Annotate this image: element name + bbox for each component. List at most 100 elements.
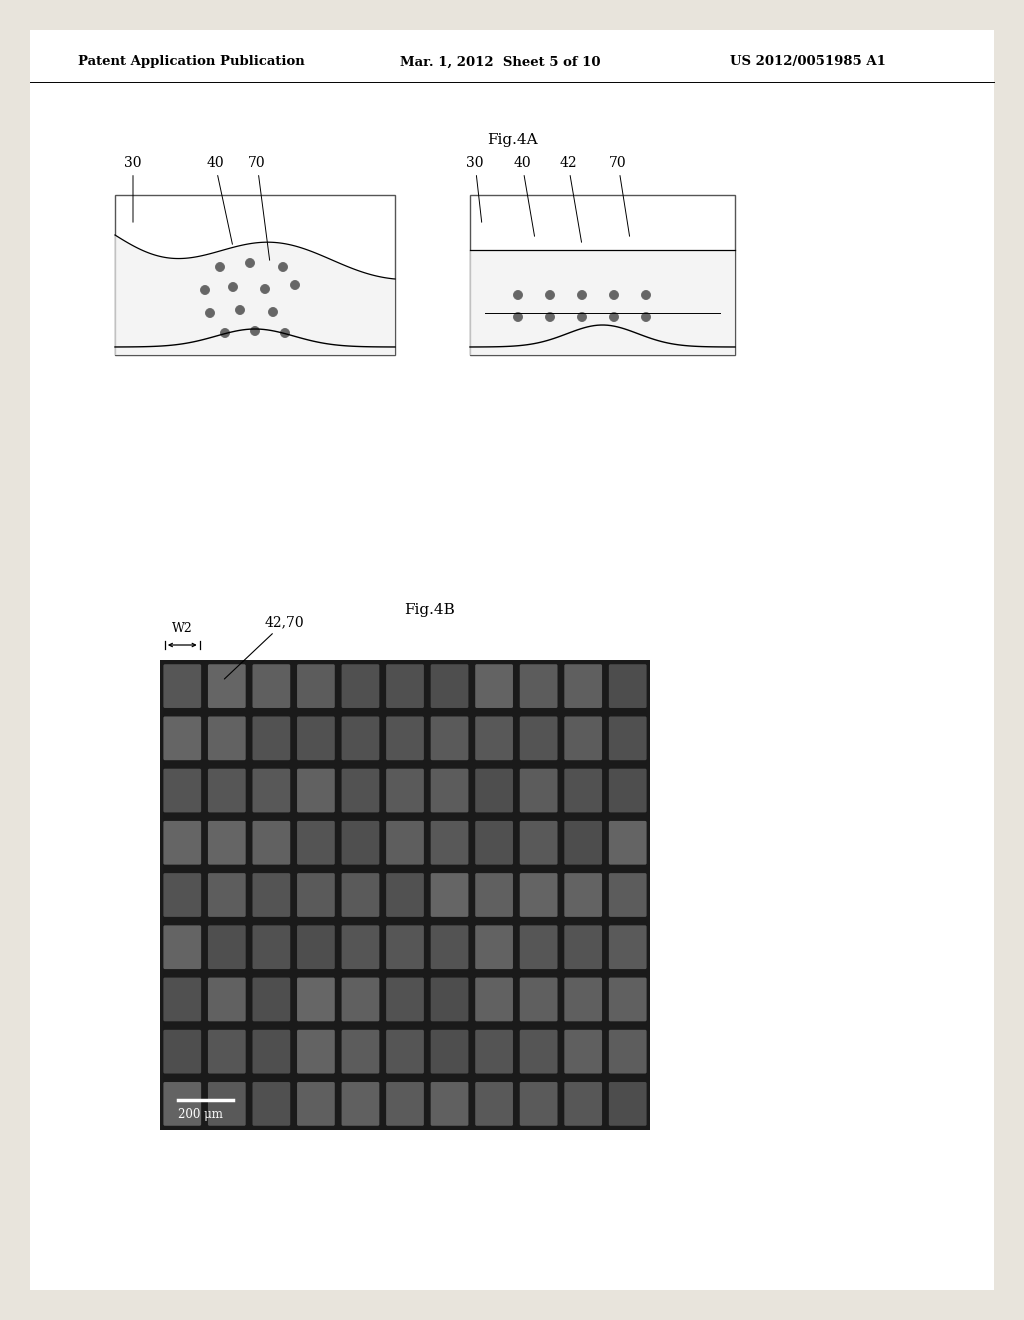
FancyBboxPatch shape <box>386 664 424 708</box>
Circle shape <box>513 290 522 300</box>
FancyBboxPatch shape <box>475 925 513 969</box>
FancyBboxPatch shape <box>475 873 513 917</box>
Text: 40: 40 <box>206 156 232 244</box>
Circle shape <box>291 281 299 289</box>
FancyBboxPatch shape <box>342 821 379 865</box>
FancyBboxPatch shape <box>431 768 468 812</box>
FancyBboxPatch shape <box>609 717 646 760</box>
Circle shape <box>215 263 224 272</box>
FancyBboxPatch shape <box>342 1030 379 1073</box>
Circle shape <box>609 290 618 300</box>
FancyBboxPatch shape <box>520 925 557 969</box>
FancyBboxPatch shape <box>386 1082 424 1126</box>
FancyBboxPatch shape <box>609 768 646 812</box>
Text: 30: 30 <box>124 156 141 222</box>
Circle shape <box>260 285 269 293</box>
Circle shape <box>546 313 555 322</box>
Circle shape <box>513 313 522 322</box>
Bar <box>160 660 650 1130</box>
Text: Mar. 1, 2012  Sheet 5 of 10: Mar. 1, 2012 Sheet 5 of 10 <box>400 55 600 69</box>
Text: W2: W2 <box>172 622 193 635</box>
FancyBboxPatch shape <box>564 821 602 865</box>
FancyBboxPatch shape <box>475 1030 513 1073</box>
FancyBboxPatch shape <box>297 717 335 760</box>
FancyBboxPatch shape <box>164 978 201 1022</box>
Circle shape <box>268 308 278 317</box>
FancyBboxPatch shape <box>253 978 290 1022</box>
FancyBboxPatch shape <box>253 717 290 760</box>
FancyBboxPatch shape <box>342 1082 379 1126</box>
FancyBboxPatch shape <box>475 978 513 1022</box>
Text: 42: 42 <box>559 156 582 243</box>
FancyBboxPatch shape <box>609 664 646 708</box>
Circle shape <box>246 259 255 268</box>
FancyBboxPatch shape <box>253 873 290 917</box>
FancyBboxPatch shape <box>564 873 602 917</box>
FancyBboxPatch shape <box>253 1082 290 1126</box>
Circle shape <box>279 263 288 272</box>
Bar <box>470 249 735 355</box>
FancyBboxPatch shape <box>520 1082 557 1126</box>
FancyBboxPatch shape <box>386 925 424 969</box>
Bar <box>470 195 735 355</box>
FancyBboxPatch shape <box>208 873 246 917</box>
Text: Fig.4B: Fig.4B <box>404 603 456 616</box>
FancyBboxPatch shape <box>520 978 557 1022</box>
FancyBboxPatch shape <box>253 664 290 708</box>
FancyBboxPatch shape <box>431 873 468 917</box>
FancyBboxPatch shape <box>475 768 513 812</box>
FancyBboxPatch shape <box>164 768 201 812</box>
FancyBboxPatch shape <box>164 1082 201 1126</box>
FancyBboxPatch shape <box>297 768 335 812</box>
Polygon shape <box>115 235 395 355</box>
Text: Patent Application Publication: Patent Application Publication <box>78 55 305 69</box>
Circle shape <box>236 305 245 314</box>
Circle shape <box>641 290 650 300</box>
Circle shape <box>641 313 650 322</box>
Text: 70: 70 <box>609 156 630 236</box>
Text: 70: 70 <box>248 156 269 260</box>
Circle shape <box>251 326 259 335</box>
FancyBboxPatch shape <box>164 873 201 917</box>
FancyBboxPatch shape <box>431 821 468 865</box>
FancyBboxPatch shape <box>431 925 468 969</box>
FancyBboxPatch shape <box>386 821 424 865</box>
FancyBboxPatch shape <box>297 1030 335 1073</box>
FancyBboxPatch shape <box>564 717 602 760</box>
Text: Fig.4A: Fig.4A <box>486 133 538 147</box>
FancyBboxPatch shape <box>564 1082 602 1126</box>
FancyBboxPatch shape <box>520 664 557 708</box>
FancyBboxPatch shape <box>564 925 602 969</box>
FancyBboxPatch shape <box>253 925 290 969</box>
Circle shape <box>578 313 587 322</box>
Text: 42,70: 42,70 <box>224 615 304 678</box>
FancyBboxPatch shape <box>208 925 246 969</box>
FancyBboxPatch shape <box>431 1030 468 1073</box>
Circle shape <box>546 290 555 300</box>
FancyBboxPatch shape <box>609 1030 646 1073</box>
FancyBboxPatch shape <box>386 768 424 812</box>
FancyBboxPatch shape <box>208 978 246 1022</box>
FancyBboxPatch shape <box>253 1030 290 1073</box>
FancyBboxPatch shape <box>386 717 424 760</box>
FancyBboxPatch shape <box>297 1082 335 1126</box>
FancyBboxPatch shape <box>342 664 379 708</box>
FancyBboxPatch shape <box>520 768 557 812</box>
Text: US 2012/0051985 A1: US 2012/0051985 A1 <box>730 55 886 69</box>
FancyBboxPatch shape <box>164 717 201 760</box>
FancyBboxPatch shape <box>208 768 246 812</box>
FancyBboxPatch shape <box>431 1082 468 1126</box>
Circle shape <box>206 309 214 318</box>
FancyBboxPatch shape <box>297 873 335 917</box>
FancyBboxPatch shape <box>520 821 557 865</box>
FancyBboxPatch shape <box>431 978 468 1022</box>
FancyBboxPatch shape <box>475 821 513 865</box>
FancyBboxPatch shape <box>342 925 379 969</box>
FancyBboxPatch shape <box>609 978 646 1022</box>
FancyBboxPatch shape <box>164 821 201 865</box>
Circle shape <box>220 329 229 338</box>
Circle shape <box>228 282 238 292</box>
FancyBboxPatch shape <box>564 1030 602 1073</box>
FancyBboxPatch shape <box>342 717 379 760</box>
FancyBboxPatch shape <box>208 717 246 760</box>
